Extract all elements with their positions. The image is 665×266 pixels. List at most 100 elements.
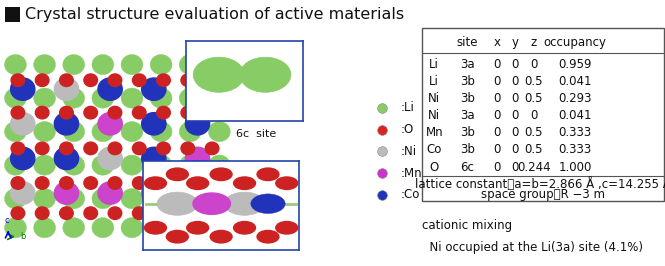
Circle shape bbox=[121, 155, 143, 175]
Circle shape bbox=[11, 147, 35, 170]
Circle shape bbox=[224, 192, 265, 215]
Circle shape bbox=[208, 189, 230, 209]
Circle shape bbox=[150, 122, 172, 142]
Circle shape bbox=[60, 106, 73, 119]
Circle shape bbox=[92, 55, 114, 75]
Circle shape bbox=[132, 177, 146, 189]
Text: 6c: 6c bbox=[461, 160, 474, 173]
Text: 0: 0 bbox=[493, 160, 501, 173]
Circle shape bbox=[84, 74, 98, 86]
Text: cationic mixing: cationic mixing bbox=[422, 219, 513, 232]
Text: 0: 0 bbox=[511, 109, 519, 122]
Text: c: c bbox=[5, 216, 9, 225]
Text: 0: 0 bbox=[493, 109, 501, 122]
Circle shape bbox=[60, 177, 73, 189]
Circle shape bbox=[132, 74, 146, 86]
Circle shape bbox=[5, 55, 27, 75]
Circle shape bbox=[11, 207, 25, 219]
Circle shape bbox=[157, 142, 170, 155]
Circle shape bbox=[63, 218, 84, 238]
Circle shape bbox=[55, 113, 78, 135]
Circle shape bbox=[84, 106, 98, 119]
Circle shape bbox=[121, 55, 143, 75]
Circle shape bbox=[205, 142, 219, 155]
Circle shape bbox=[208, 55, 230, 75]
Circle shape bbox=[5, 189, 27, 209]
Circle shape bbox=[34, 122, 55, 142]
Text: x: x bbox=[493, 36, 500, 49]
Text: space group：R −3 m: space group：R −3 m bbox=[481, 188, 605, 201]
Text: 0.333: 0.333 bbox=[559, 143, 592, 156]
Text: 0.5: 0.5 bbox=[525, 75, 543, 88]
Circle shape bbox=[257, 230, 279, 243]
Circle shape bbox=[92, 88, 114, 108]
Circle shape bbox=[11, 78, 35, 100]
Circle shape bbox=[142, 182, 166, 204]
Text: 0.041: 0.041 bbox=[559, 109, 592, 122]
Text: site: site bbox=[457, 36, 478, 49]
Circle shape bbox=[5, 122, 27, 142]
Text: 0.333: 0.333 bbox=[559, 126, 592, 139]
Circle shape bbox=[208, 155, 230, 175]
Circle shape bbox=[187, 222, 209, 234]
Circle shape bbox=[181, 74, 195, 86]
Text: 0.5: 0.5 bbox=[525, 126, 543, 139]
Circle shape bbox=[240, 57, 291, 92]
Circle shape bbox=[257, 168, 279, 181]
Circle shape bbox=[157, 74, 170, 86]
Text: 3a: 3a bbox=[460, 109, 475, 122]
Circle shape bbox=[5, 155, 27, 175]
Text: 3a: 3a bbox=[460, 58, 475, 71]
Circle shape bbox=[92, 218, 114, 238]
Circle shape bbox=[181, 177, 195, 189]
Text: Ni: Ni bbox=[428, 109, 440, 122]
Text: 0: 0 bbox=[511, 143, 519, 156]
Text: 3b: 3b bbox=[460, 75, 475, 88]
Text: Ni occupied at the Li(3a) site (4.1%): Ni occupied at the Li(3a) site (4.1%) bbox=[422, 241, 643, 254]
Circle shape bbox=[98, 147, 122, 170]
Text: 3a  site: 3a site bbox=[255, 72, 297, 82]
Circle shape bbox=[11, 177, 25, 189]
Text: 0: 0 bbox=[493, 126, 501, 139]
Text: 0.5: 0.5 bbox=[525, 143, 543, 156]
Circle shape bbox=[144, 177, 166, 189]
Circle shape bbox=[186, 113, 209, 135]
Circle shape bbox=[55, 147, 78, 170]
Text: Co: Co bbox=[426, 143, 442, 156]
Text: 0.041: 0.041 bbox=[559, 75, 592, 88]
Circle shape bbox=[142, 147, 166, 170]
Circle shape bbox=[11, 142, 25, 155]
Circle shape bbox=[35, 74, 49, 86]
Circle shape bbox=[205, 74, 219, 86]
Circle shape bbox=[205, 177, 219, 189]
Circle shape bbox=[11, 74, 25, 86]
Circle shape bbox=[132, 207, 146, 219]
Circle shape bbox=[210, 230, 232, 243]
Circle shape bbox=[60, 142, 73, 155]
Circle shape bbox=[166, 230, 188, 243]
Text: 0: 0 bbox=[493, 75, 501, 88]
Circle shape bbox=[193, 193, 231, 214]
Circle shape bbox=[55, 182, 78, 204]
Circle shape bbox=[157, 192, 198, 215]
Circle shape bbox=[150, 155, 172, 175]
Circle shape bbox=[180, 189, 201, 209]
Circle shape bbox=[84, 207, 98, 219]
Circle shape bbox=[108, 106, 122, 119]
Circle shape bbox=[150, 88, 172, 108]
Circle shape bbox=[63, 155, 84, 175]
Circle shape bbox=[276, 222, 298, 234]
Circle shape bbox=[194, 57, 245, 92]
Text: occupancy: occupancy bbox=[544, 36, 606, 49]
Circle shape bbox=[98, 78, 122, 100]
Circle shape bbox=[34, 55, 55, 75]
Text: 0: 0 bbox=[530, 58, 538, 71]
Text: 0: 0 bbox=[493, 58, 501, 71]
Circle shape bbox=[108, 74, 122, 86]
Bar bbox=[422, 28, 664, 201]
Text: 0: 0 bbox=[511, 92, 519, 105]
Text: 0: 0 bbox=[511, 126, 519, 139]
Circle shape bbox=[186, 78, 209, 100]
Circle shape bbox=[108, 177, 122, 189]
Circle shape bbox=[180, 88, 201, 108]
